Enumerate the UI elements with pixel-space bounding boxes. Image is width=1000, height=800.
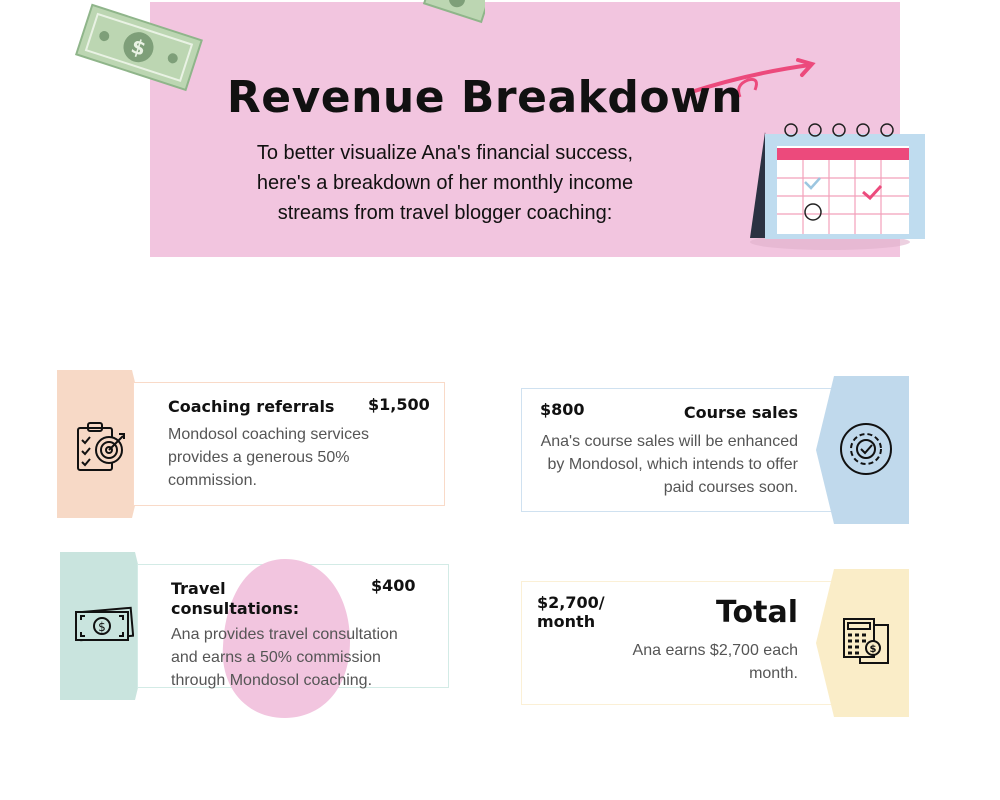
cash-icon: $: [75, 606, 134, 642]
card-amount: $400: [371, 576, 416, 595]
card-title: Travel consultations:: [171, 579, 299, 619]
card-title: Coaching referrals: [168, 397, 335, 416]
card-box: [521, 388, 833, 512]
gear-check-icon: [840, 423, 892, 475]
card-amount: $1,500: [368, 395, 430, 414]
card-description: Ana's course sales will be enhanced by M…: [540, 433, 798, 496]
pink-blob-decoration: [222, 559, 350, 718]
card-description: Ana provides travel consultation and ear…: [171, 626, 398, 689]
curved-arrow-icon: [686, 58, 816, 98]
card-title-line: Travel: [171, 579, 226, 598]
svg-text:$: $: [98, 620, 106, 634]
subtitle-line: streams from travel blogger coaching:: [277, 202, 613, 224]
card-title: Course sales: [683, 403, 798, 422]
money-bill-icon: $: [74, 3, 203, 92]
page-title: Revenue Breakdown: [226, 72, 744, 123]
card-title: Total: [716, 595, 798, 630]
svg-text:$: $: [870, 644, 877, 655]
subtitle-line: here's a breakdown of her monthly income: [256, 172, 634, 194]
card-description: Ana earns $2,700 each month.: [632, 642, 798, 682]
card-amount: $2,700/ month: [537, 593, 605, 631]
calculator-icon: $: [843, 618, 889, 664]
page-subtitle: To better visualize Ana's financial succ…: [200, 138, 690, 228]
card-box: [133, 382, 445, 506]
card-box: [521, 581, 833, 705]
money-bill-icon: [422, 0, 485, 24]
card-amount: $800: [540, 400, 585, 419]
card-amount-line: month: [537, 612, 596, 631]
subtitle-line: To better visualize Ana's financial succ…: [256, 142, 634, 164]
clipboard-target-icon: [77, 422, 125, 471]
card-amount-line: $2,700/: [537, 593, 605, 612]
card-description: Mondosol coaching services provides a ge…: [168, 426, 369, 489]
card-title-line: consultations:: [171, 599, 300, 618]
calendar-icon: [750, 123, 925, 250]
